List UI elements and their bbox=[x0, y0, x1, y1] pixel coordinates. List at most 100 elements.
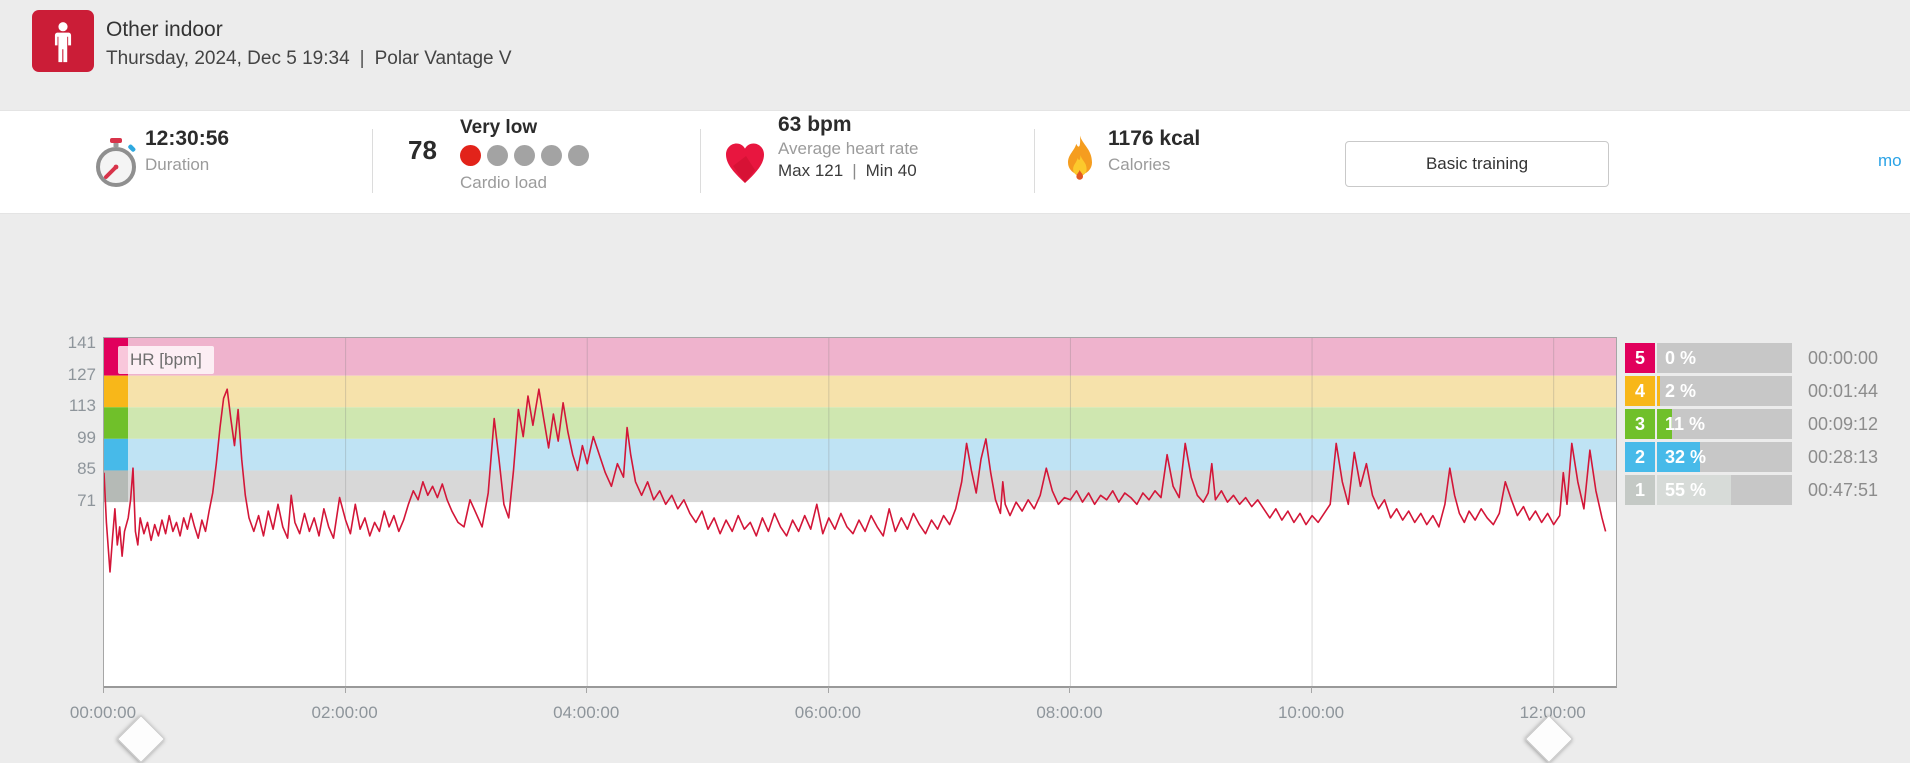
x-axis-label: 00:00:00 bbox=[69, 703, 137, 722]
x-axis-label: 06:00:00 bbox=[794, 703, 861, 722]
hr-chart-plot-area[interactable] bbox=[103, 337, 1617, 688]
hr-zone-row: 3 11 % 00:09:12 bbox=[1625, 409, 1891, 439]
cardio-load-score: 78 bbox=[408, 135, 437, 165]
zone-bar-fill bbox=[1657, 442, 1701, 472]
x-axis-tick bbox=[344, 687, 346, 693]
x-axis-label: 12:00:00 bbox=[1519, 703, 1586, 722]
zone-bar-track: 2 % bbox=[1657, 376, 1792, 406]
activity-datetime: Thursday, 2024, Dec 5 19:34 bbox=[106, 48, 350, 69]
calories-label: Calories bbox=[1108, 155, 1171, 174]
zone-time: 00:47:51 bbox=[1808, 480, 1879, 500]
duration-label: Duration bbox=[145, 155, 210, 174]
divider bbox=[700, 129, 701, 193]
cardio-dot-empty bbox=[541, 145, 562, 166]
activity-subtitle: Thursday, 2024, Dec 5 19:34 | Polar Vantag… bbox=[106, 48, 512, 70]
x-axis-label: 04:00:00 bbox=[553, 703, 620, 722]
hr-separator: | bbox=[852, 161, 857, 180]
zone-number-badge: 1 bbox=[1625, 475, 1655, 505]
x-axis-tick bbox=[1552, 687, 1554, 693]
zone-bar-track: 32 % bbox=[1657, 442, 1792, 472]
hr-max: Max 121 bbox=[778, 161, 844, 180]
x-axis-tick bbox=[103, 687, 104, 693]
zone-percent: 2 % bbox=[1665, 381, 1697, 401]
avg-hr-value: 63 bpm bbox=[778, 113, 852, 136]
duration-value: 12:30:56 bbox=[145, 127, 230, 150]
heart-icon bbox=[722, 141, 768, 190]
x-axis-label: 10:00:00 bbox=[1277, 703, 1345, 722]
cardio-dot-empty bbox=[514, 145, 535, 166]
device-name: Polar Vantage V bbox=[374, 48, 512, 69]
cardio-load-label: Cardio load bbox=[460, 173, 547, 192]
cardio-dot-filled bbox=[460, 145, 481, 166]
avg-hr-label: Average heart rate bbox=[778, 139, 919, 158]
x-axis-tick bbox=[586, 687, 588, 693]
zone-bar-fill bbox=[1657, 409, 1672, 439]
zone-time: 00:01:44 bbox=[1808, 381, 1879, 401]
hr-zone-band-2 bbox=[104, 438, 1616, 471]
hr-zones-table: 5 0 % 00:00:00 4 2 % 00:01:44 3 11 % 00:09:12 2 32… bbox=[1625, 343, 1891, 508]
cardio-load-stat: Very low Cardio load bbox=[460, 117, 589, 193]
zone-time: 00:09:12 bbox=[1808, 414, 1879, 434]
more-link[interactable]: mo bbox=[1878, 151, 1902, 170]
subtitle-separator: | bbox=[359, 48, 365, 69]
cardio-dot-empty bbox=[568, 145, 589, 166]
hr-zone-strip-3 bbox=[104, 407, 128, 439]
hr-zone-band-5 bbox=[104, 338, 1616, 376]
calories-value: 1176 kcal bbox=[1108, 127, 1201, 150]
divider bbox=[1034, 129, 1035, 193]
zone-bar-track: 0 % bbox=[1657, 343, 1792, 373]
training-benefit-button[interactable]: Basic training bbox=[1345, 141, 1609, 187]
duration-stat: 12:30:56 Duration bbox=[145, 127, 229, 175]
y-axis-label: 99 bbox=[77, 427, 96, 447]
y-axis-label: 71 bbox=[77, 491, 96, 511]
stopwatch-icon bbox=[92, 137, 140, 194]
divider bbox=[372, 129, 373, 193]
y-axis-label: 127 bbox=[67, 364, 96, 384]
zone-time: 00:00:00 bbox=[1808, 348, 1879, 368]
zone-bar-fill bbox=[1657, 475, 1732, 505]
hr-zone-band-3 bbox=[104, 407, 1616, 439]
hr-zone-strip-1 bbox=[104, 470, 128, 503]
cardio-dot-empty bbox=[487, 145, 508, 166]
cardio-load-dots bbox=[460, 145, 589, 167]
y-axis-label: 113 bbox=[68, 396, 96, 416]
zone-percent: 55 % bbox=[1665, 480, 1707, 500]
zone-number-badge: 5 bbox=[1625, 343, 1655, 373]
hr-min: Min 40 bbox=[865, 161, 917, 180]
hr-zone-row: 1 55 % 00:47:51 bbox=[1625, 475, 1891, 505]
zone-percent: 0 % bbox=[1665, 348, 1697, 368]
calories-stat: 1176 kcal Calories bbox=[1108, 127, 1200, 175]
x-axis-label: 08:00:00 bbox=[1036, 703, 1103, 722]
zone-time: 00:28:13 bbox=[1808, 447, 1879, 467]
calories-flame-icon bbox=[1062, 133, 1098, 194]
x-axis-tick bbox=[827, 687, 829, 693]
hr-line-chart bbox=[103, 338, 1616, 686]
hr-zone-band-1 bbox=[104, 470, 1616, 503]
x-axis-tick bbox=[1311, 687, 1313, 693]
x-axis-label: 02:00:00 bbox=[311, 703, 378, 722]
hr-zone-band-4 bbox=[104, 375, 1616, 408]
zone-number-badge: 4 bbox=[1625, 376, 1655, 406]
zone-bar-track: 55 % bbox=[1657, 475, 1792, 505]
hr-line-series bbox=[103, 388, 1607, 573]
hr-zone-row: 5 0 % 00:00:00 bbox=[1625, 343, 1891, 373]
x-axis-tick bbox=[1069, 687, 1071, 693]
person-standing-icon bbox=[54, 22, 72, 63]
zone-bar-track: 11 % bbox=[1657, 409, 1792, 439]
hr-zone-strip-2 bbox=[104, 438, 128, 471]
hr-max-min: Max 121 | Min 40 bbox=[778, 161, 919, 181]
zone-bar-fill bbox=[1657, 376, 1660, 406]
zone-number-badge: 2 bbox=[1625, 442, 1655, 472]
hr-zone-strip-4 bbox=[104, 375, 128, 408]
hr-axis-tag: HR [bpm] bbox=[118, 346, 214, 374]
sport-type-icon bbox=[32, 10, 94, 72]
training-analysis-page: { "header": { "sport": "Other indoor", "… bbox=[0, 10, 1910, 763]
hr-zone-row: 4 2 % 00:01:44 bbox=[1625, 376, 1891, 406]
cardio-load-level: Very low bbox=[460, 117, 538, 138]
summary-stats-bar: 12:30:56 Duration 78 Very low Cardio loa… bbox=[0, 110, 1910, 214]
zone-percent: 32 % bbox=[1665, 447, 1707, 467]
zone-percent: 11 % bbox=[1665, 414, 1706, 434]
y-axis-label: 141 bbox=[67, 333, 96, 353]
y-axis-label: 85 bbox=[77, 459, 96, 479]
hr-zone-row: 2 32 % 00:28:13 bbox=[1625, 442, 1891, 472]
